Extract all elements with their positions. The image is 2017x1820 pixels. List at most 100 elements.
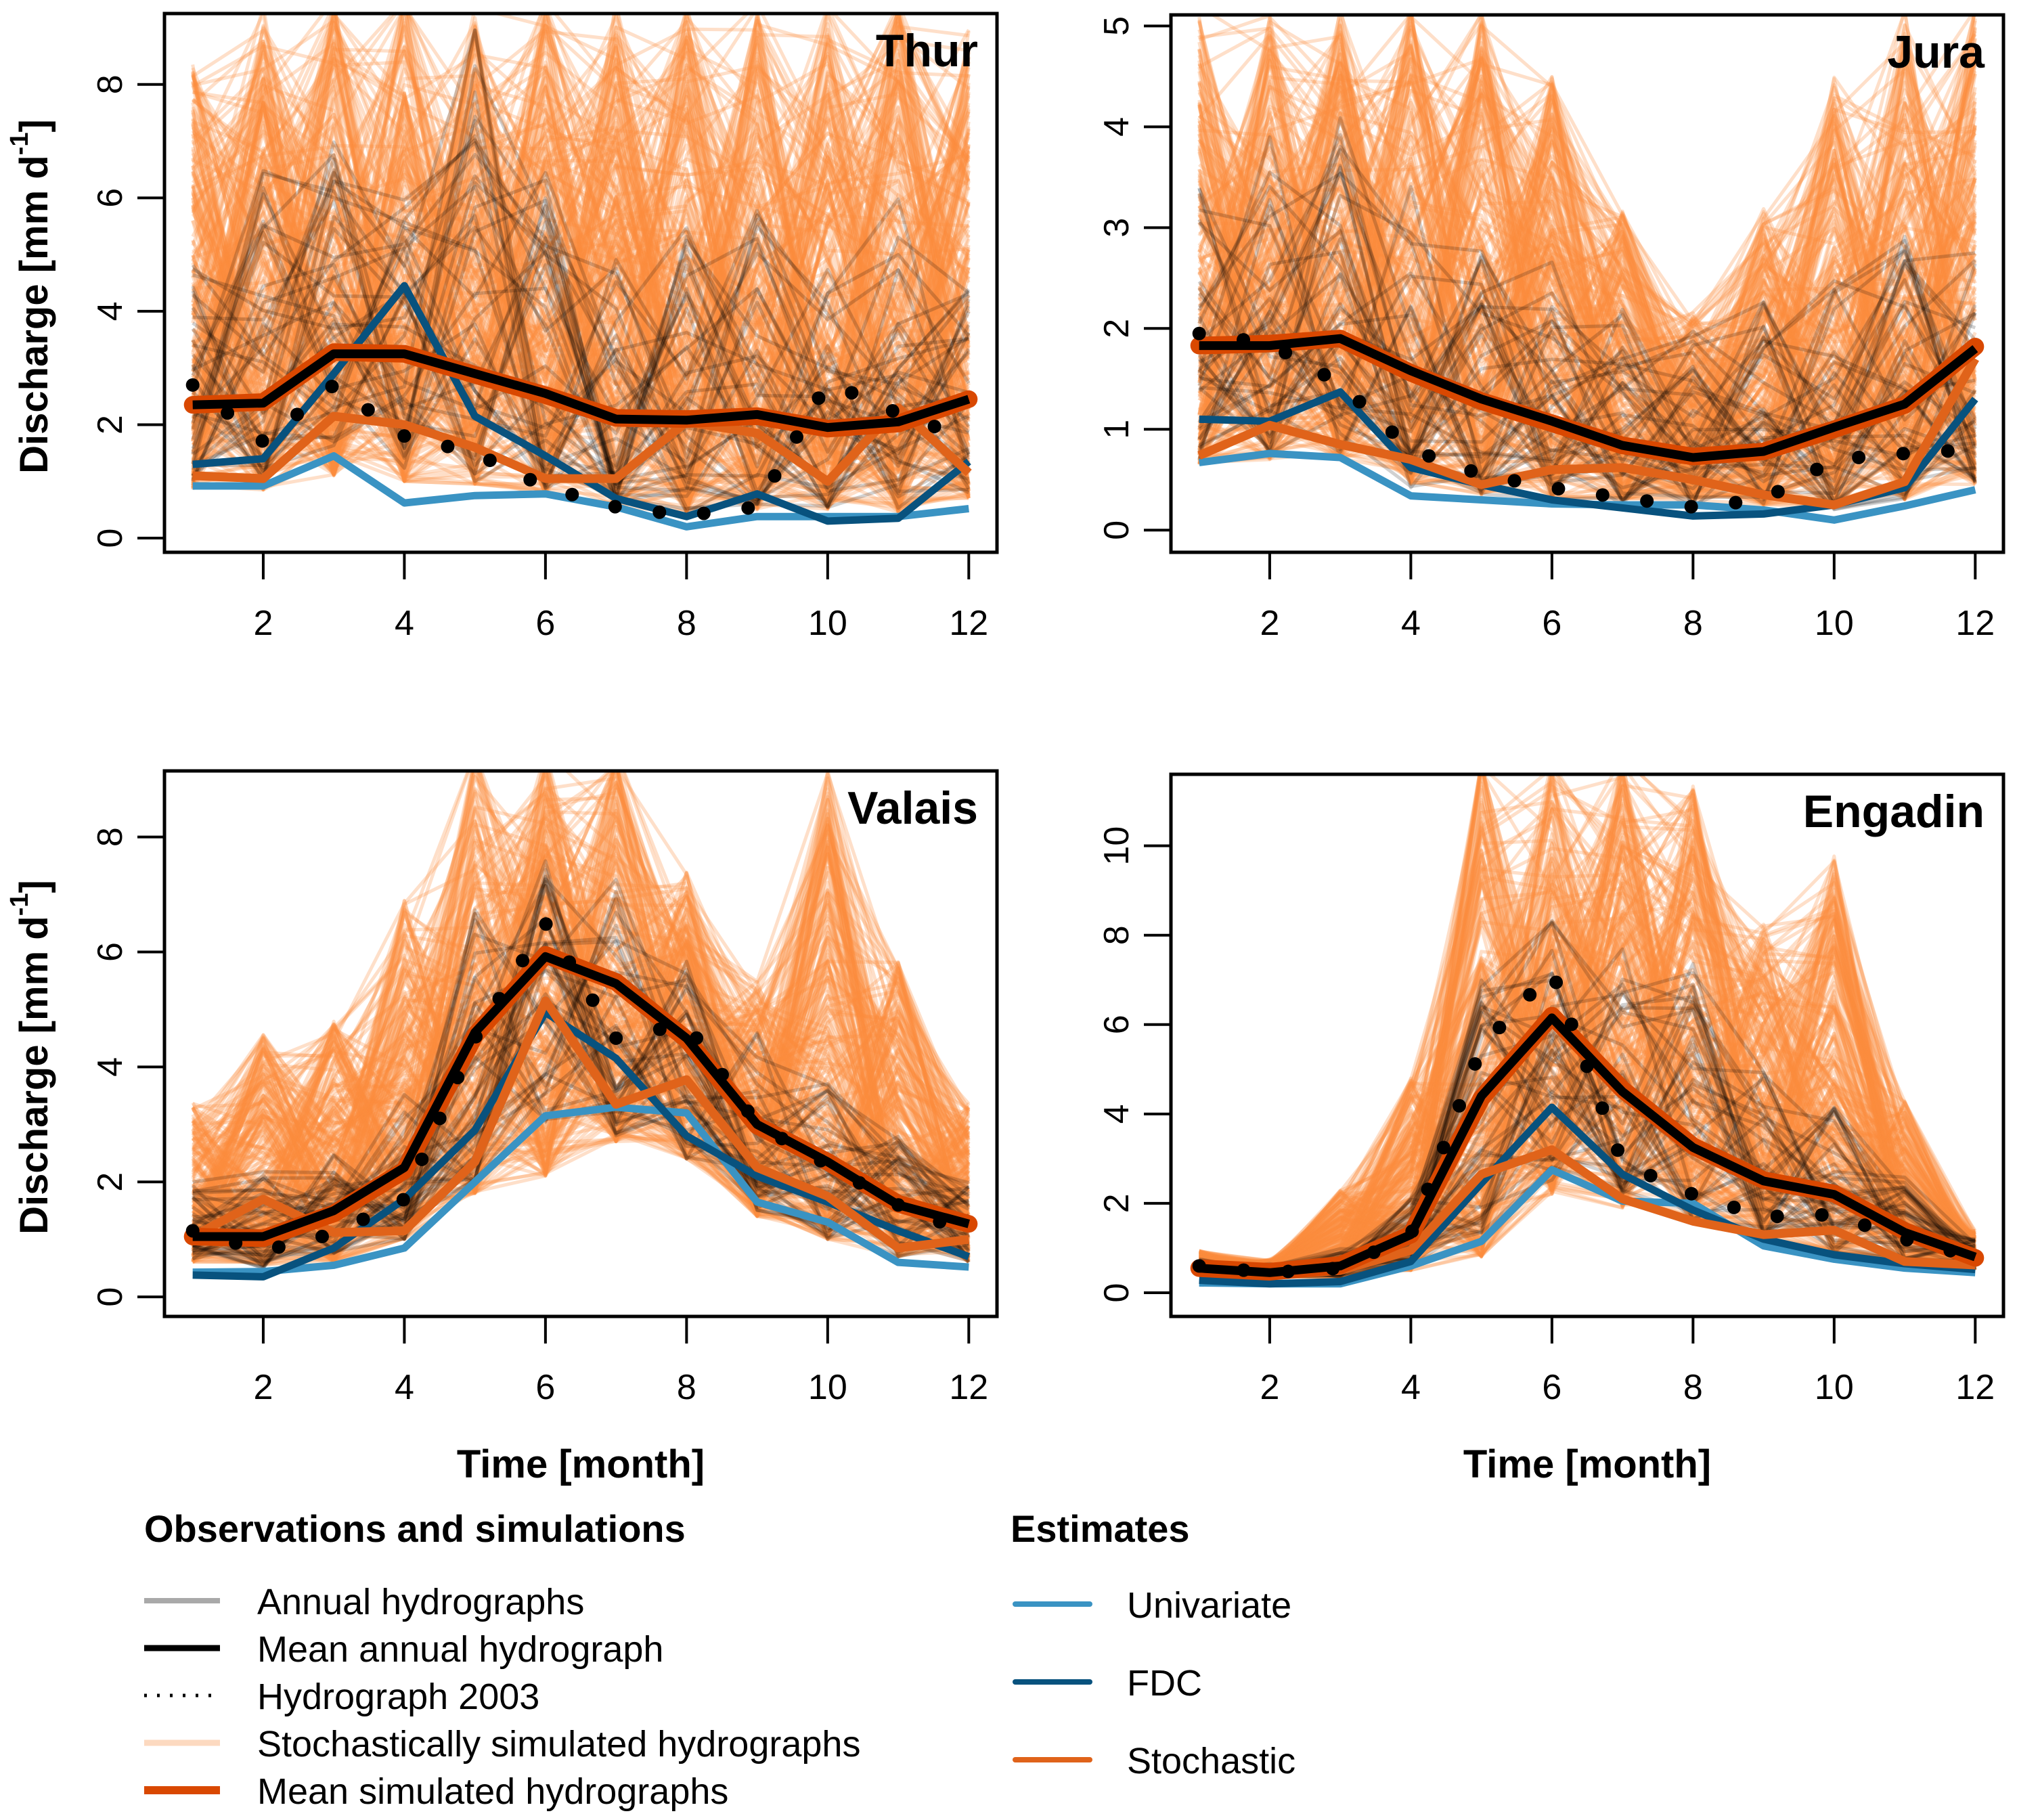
simulated-hydrograph [191, 53, 971, 489]
simulated-hydrograph [1199, 887, 1976, 1279]
simulated-hydrograph [192, 816, 971, 1260]
simulated-hydrograph [191, 21, 971, 442]
stochastic-line [1197, 356, 1979, 510]
simulated-hydrograph [1199, 889, 1977, 1272]
simulated-hydrograph [1197, 28, 1976, 444]
simulated-hydrograph [1197, 16, 1976, 485]
x-axis: 2 4 6 8 10 12 [1260, 552, 1995, 643]
simulated-hydrograph [1199, 252, 1977, 490]
simulated-hydrograph [192, 847, 971, 1257]
y-tick-label: 8 [91, 74, 130, 94]
simulated-hydrograph [1197, 217, 1976, 493]
simulated-hydrograph [191, 805, 971, 1254]
simulated-hydrograph [191, 39, 971, 455]
simulated-hydrograph [1198, 17, 1977, 491]
panel-title: Jura [1887, 26, 1985, 78]
simulated-hydrograph [191, 35, 971, 447]
simulated-hydrograph [1198, 93, 1976, 488]
simulated-hydrograph [1199, 920, 1976, 1279]
simulated-hydrograph [1198, 102, 1977, 487]
simulated-hydrograph [192, 926, 971, 1262]
simulated-hydrograph [191, 114, 971, 512]
simulated-hydrograph [1199, 801, 1976, 1266]
simulated-hydrograph [1199, 931, 1977, 1270]
simulated-hydrograph [191, 95, 971, 465]
simulated-hydrograph [1198, 906, 1977, 1279]
x-tick-label: 8 [1683, 1368, 1703, 1407]
y-tick-label: 10 [1097, 826, 1136, 866]
simulated-hydrograph [192, 58, 971, 471]
simulated-hydrograph [192, 49, 971, 491]
simulated-hydrograph [191, 123, 970, 483]
simulated-hydrograph [1199, 88, 1976, 502]
simulated-hydrograph [191, 912, 971, 1262]
simulated-hydrograph [191, 28, 971, 509]
simulated-hydrograph [1199, 807, 1977, 1279]
simulated-hydrograph [192, 157, 971, 510]
simulated-hydrograph [191, 14, 971, 453]
simulated-hydrograph [191, 807, 969, 1236]
simulated-hydrograph [1197, 70, 1977, 507]
simulated-hydrograph [1197, 24, 1976, 505]
simulated-hydrograph [1199, 939, 1977, 1276]
simulated-hydrograph [1199, 965, 1977, 1277]
simulated-hydrograph [192, 811, 971, 1264]
simulated-hydrograph [192, 822, 970, 1193]
simulated-hydrograph [1199, 815, 1976, 1274]
simulated-hydrograph [1197, 135, 1976, 483]
simulated-hydrograph [192, 836, 971, 1230]
simulated-hydrograph [191, 66, 971, 486]
simulated-hydrograph [1197, 96, 1977, 502]
simulated-hydrograph [1197, 32, 1977, 473]
simulated-hydrograph [1199, 774, 1976, 1276]
simulated-hydrograph [191, 29, 971, 509]
simulated-hydrograph [1197, 146, 1977, 505]
simulated-hydrograph [1197, 46, 1976, 509]
simulated-hydrograph [192, 808, 969, 1254]
legend-label: Annual hydrographs [257, 1582, 584, 1622]
simulated-hydrograph [1197, 79, 1977, 498]
simulated-hydrograph [1199, 808, 1977, 1267]
simulated-hydrograph [191, 776, 970, 1258]
annual-hydrograph [191, 141, 970, 481]
simulated-hydrograph [191, 914, 971, 1223]
simulated-hydrograph [1197, 15, 1977, 489]
simulated-hydrograph [191, 14, 969, 506]
x-tick-label: 10 [808, 1368, 847, 1407]
simulated-hydrograph [1199, 960, 1976, 1272]
simulated-hydrograph [1197, 16, 1977, 481]
plot-frame [162, 12, 999, 554]
simulated-hydrograph [1198, 257, 1976, 510]
simulated-hydrograph [192, 1013, 970, 1261]
simulated-hydrograph [191, 14, 969, 485]
simulated-hydrograph [191, 829, 971, 1265]
simulated-hydrograph [1199, 37, 1977, 474]
simulated-hydrograph [191, 25, 971, 497]
simulated-hydrograph [192, 981, 971, 1246]
simulated-hydrograph [1197, 104, 1976, 474]
legend-label: Stochastically simulated hydrographs [257, 1724, 860, 1764]
legend-label: FDC [1127, 1663, 1202, 1704]
simulated-hydrograph [1197, 15, 1976, 497]
annual-hydrograph [192, 28, 970, 508]
y-tick-label: 4 [1097, 117, 1136, 137]
simulated-hydrograph [191, 74, 971, 514]
simulated-hydrograph [1199, 815, 1976, 1279]
simulated-hydrograph [192, 799, 971, 1266]
simulated-hydrograph [192, 223, 971, 484]
simulated-hydrograph [1199, 780, 1976, 1273]
simulated-hydrograph [192, 841, 971, 1239]
simulated-hydrograph [1197, 15, 1977, 495]
legend-label: Stochastic [1127, 1741, 1295, 1781]
annual-hydrograph [192, 174, 970, 493]
simulated-hydrograph [1199, 868, 1976, 1277]
simulated-hydrograph [191, 42, 971, 499]
stochastic-line [192, 403, 972, 486]
annual-hydrograph [192, 28, 971, 489]
simulated-hydrograph [1197, 68, 1977, 510]
panel-valais: 2 4 6 8 10 12 0 2 4 6 8 Valais Discharge [mm d-1] Tim… [5, 769, 999, 1486]
simulated-hydrograph [1198, 35, 1977, 500]
simulated-hydrograph [191, 36, 971, 514]
simulated-hydrograph [191, 15, 971, 480]
